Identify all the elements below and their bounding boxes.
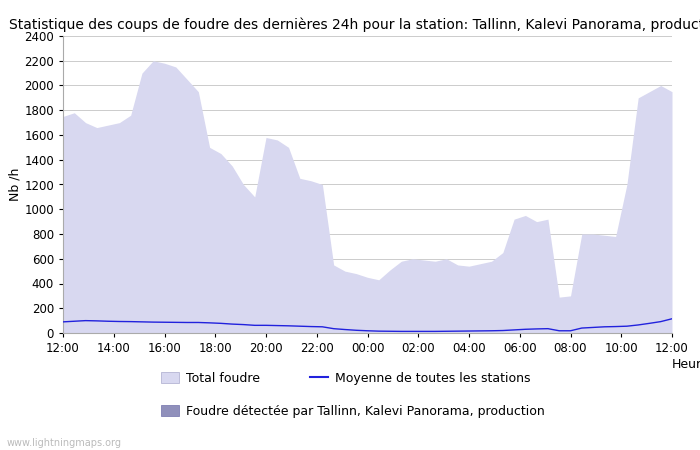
- Text: Heure: Heure: [672, 358, 700, 371]
- Y-axis label: Nb /h: Nb /h: [8, 168, 22, 201]
- Legend: Foudre détectée par Tallinn, Kalevi Panorama, production: Foudre détectée par Tallinn, Kalevi Pano…: [160, 405, 545, 418]
- Text: www.lightningmaps.org: www.lightningmaps.org: [7, 438, 122, 448]
- Title: Statistique des coups de foudre des dernières 24h pour la station: Tallinn, Kale: Statistique des coups de foudre des dern…: [9, 18, 700, 32]
